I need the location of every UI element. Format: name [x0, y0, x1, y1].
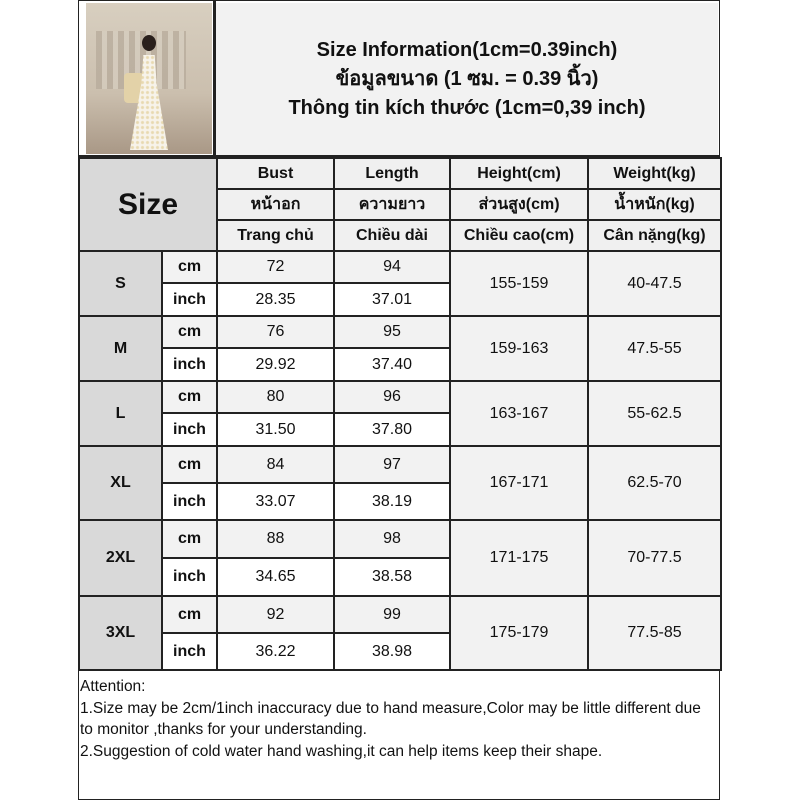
column-header-length-vietnamese: Chiều dài: [333, 219, 451, 252]
length-inch-value: 37.01: [333, 282, 451, 317]
column-header-weight: Weight(kg): [587, 157, 722, 190]
length-inch-value: 38.58: [333, 557, 451, 597]
column-header-height-thai: ส่วนสูง(cm): [449, 188, 589, 221]
length-inch-value: 37.40: [333, 347, 451, 382]
size-row-inch: inch 29.92 37.40: [79, 347, 721, 382]
unit-label-inch: inch: [161, 412, 218, 447]
weight-range: 40-47.5: [587, 250, 722, 317]
unit-label-cm: cm: [161, 380, 218, 414]
length-inch-value: 37.80: [333, 412, 451, 447]
size-label: XL: [78, 445, 163, 521]
unit-label-inch: inch: [161, 282, 218, 317]
attention-notes: Attention: 1.Size may be 2cm/1inch inacc…: [80, 676, 716, 762]
bust-inch-value: 36.22: [216, 632, 335, 671]
column-header-weight-vietnamese: Cân nặng(kg): [587, 219, 722, 252]
bust-inch-value: 33.07: [216, 482, 335, 521]
length-cm-value: 99: [333, 595, 451, 634]
size-information-title: Size Information(1cm=0.39inch) ข้อมูลขนา…: [216, 3, 718, 155]
size-label: M: [78, 315, 163, 382]
unit-label-cm: cm: [161, 519, 218, 559]
column-header-bust-vietnamese: Trang chủ: [216, 219, 335, 252]
size-label: 3XL: [78, 595, 163, 671]
height-range: 155-159: [449, 250, 589, 317]
length-cm-value: 98: [333, 519, 451, 559]
divider: [78, 155, 720, 157]
size-row-cm: 3XL cm 92 99 175-179 77.5-85: [78, 595, 722, 671]
bust-inch-value: 29.92: [216, 347, 335, 382]
divider: [213, 0, 216, 157]
unit-label-cm: cm: [161, 315, 218, 349]
size-row-inch: inch 34.65 38.58: [79, 557, 721, 597]
size-row-cm: 2XL cm 88 98 171-175 70-77.5: [78, 519, 722, 597]
length-cm-value: 97: [333, 445, 451, 484]
product-photo: [86, 3, 212, 154]
weight-range: 62.5-70: [587, 445, 722, 521]
size-header: Size: [78, 157, 218, 252]
length-inch-value: 38.98: [333, 632, 451, 671]
unit-label-cm: cm: [161, 595, 218, 634]
attention-heading: Attention:: [80, 678, 146, 695]
height-range: 167-171: [449, 445, 589, 521]
bust-inch-value: 28.35: [216, 282, 335, 317]
size-label: 2XL: [78, 519, 163, 597]
column-header-length-thai: ความยาว: [333, 188, 451, 221]
column-header-bust-thai: หน้าอก: [216, 188, 335, 221]
length-cm-value: 94: [333, 250, 451, 284]
height-range: 171-175: [449, 519, 589, 597]
size-table: Size Bust Length Height(cm) Weight(kg) ห…: [78, 157, 722, 671]
unit-label-inch: inch: [161, 632, 218, 671]
bust-cm-value: 72: [216, 250, 335, 284]
size-label: S: [78, 250, 163, 317]
bust-cm-value: 92: [216, 595, 335, 634]
attention-note-1: 1.Size may be 2cm/1inch inaccuracy due t…: [80, 699, 701, 739]
title-vietnamese: Thông tin kích thước (1cm=0,39 inch): [288, 96, 646, 119]
size-row-inch: inch 28.35 37.01: [79, 282, 721, 317]
size-row-inch: inch 33.07 38.19: [79, 482, 721, 521]
weight-range: 77.5-85: [587, 595, 722, 671]
column-header-length: Length: [333, 157, 451, 190]
height-range: 175-179: [449, 595, 589, 671]
bust-inch-value: 34.65: [216, 557, 335, 597]
weight-range: 47.5-55: [587, 315, 722, 382]
height-range: 159-163: [449, 315, 589, 382]
coat-graphic: [124, 73, 144, 103]
length-inch-value: 38.19: [333, 482, 451, 521]
bust-cm-value: 76: [216, 315, 335, 349]
height-range: 163-167: [449, 380, 589, 447]
unit-label-cm: cm: [161, 250, 218, 284]
model-head-graphic: [142, 35, 156, 51]
column-header-height: Height(cm): [449, 157, 589, 190]
unit-label-cm: cm: [161, 445, 218, 484]
bust-inch-value: 31.50: [216, 412, 335, 447]
weight-range: 55-62.5: [587, 380, 722, 447]
title-english: Size Information(1cm=0.39inch): [316, 38, 618, 61]
size-row-cm: XL cm 84 97 167-171 62.5-70: [78, 445, 722, 521]
title-thai: ข้อมูลขนาด (1 ซม. = 0.39 นิ้ว): [335, 67, 599, 90]
bust-cm-value: 80: [216, 380, 335, 414]
unit-label-inch: inch: [161, 482, 218, 521]
size-row-inch: inch 36.22 38.98: [79, 632, 721, 671]
unit-label-inch: inch: [161, 557, 218, 597]
size-row-inch: inch 31.50 37.80: [79, 412, 721, 447]
attention-note-2: 2.Suggestion of cold water hand washing,…: [80, 742, 603, 760]
bust-cm-value: 84: [216, 445, 335, 484]
column-header-weight-thai: น้ำหนัก(kg): [587, 188, 722, 221]
column-header-bust: Bust: [216, 157, 335, 190]
unit-label-inch: inch: [161, 347, 218, 382]
column-header-height-vietnamese: Chiều cao(cm): [449, 219, 589, 252]
bust-cm-value: 88: [216, 519, 335, 559]
weight-range: 70-77.5: [587, 519, 722, 597]
size-label: L: [78, 380, 163, 447]
length-cm-value: 96: [333, 380, 451, 414]
length-cm-value: 95: [333, 315, 451, 349]
